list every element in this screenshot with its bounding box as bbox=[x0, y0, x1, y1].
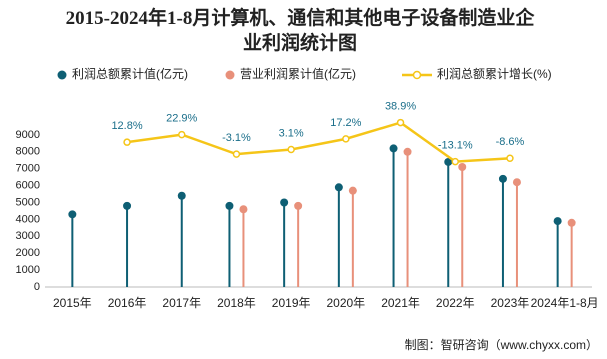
dot bbox=[567, 218, 576, 227]
legend-marker bbox=[412, 70, 422, 80]
line-marker bbox=[342, 135, 350, 143]
x-tick-label: 2020年 bbox=[326, 296, 365, 310]
source: 制图：智研咨询（www.chyxx.com） bbox=[405, 337, 598, 352]
line-marker bbox=[178, 130, 186, 139]
value-label: -13.1% bbox=[438, 140, 473, 152]
value-label: 22.9% bbox=[166, 113, 197, 125]
dot bbox=[177, 191, 186, 200]
line-marker bbox=[396, 118, 405, 127]
x-tick-label: 2021年 bbox=[381, 296, 420, 310]
x-tick-label: 2016年 bbox=[108, 296, 147, 310]
value-label: 12.8% bbox=[111, 120, 142, 132]
dot bbox=[458, 163, 467, 172]
legend-marker bbox=[57, 70, 67, 80]
y-tick-label: 3000 bbox=[16, 230, 40, 242]
dot bbox=[553, 217, 562, 226]
x-tick-label: 2018年 bbox=[217, 296, 256, 310]
line-marker bbox=[287, 145, 295, 154]
x-tick-label: 2022年 bbox=[436, 296, 475, 310]
dot bbox=[444, 157, 453, 166]
x-tick-label: 2017年 bbox=[162, 296, 201, 310]
dot bbox=[239, 205, 248, 214]
dot bbox=[123, 201, 132, 210]
y-tick-label: 6000 bbox=[16, 180, 40, 192]
dot bbox=[389, 144, 398, 153]
dot bbox=[294, 201, 303, 210]
line-marker bbox=[123, 138, 131, 146]
dot bbox=[498, 174, 507, 183]
line-marker bbox=[232, 150, 241, 158]
y-tick-label: 0 bbox=[34, 281, 40, 293]
dot bbox=[68, 210, 77, 219]
y-tick-label: 2000 bbox=[16, 247, 40, 259]
y-tick-label: 5000 bbox=[16, 196, 40, 208]
legend-marker bbox=[225, 70, 235, 80]
y-tick-label: 4000 bbox=[16, 213, 40, 225]
y-tick-label: 7000 bbox=[16, 163, 40, 175]
dot bbox=[403, 147, 412, 156]
legend-label: 利润总额累计值(亿元) bbox=[72, 66, 188, 81]
legend-label: 营业利润累计值(亿元) bbox=[240, 66, 356, 81]
chart-title: 2015-2024年1-8月计算机、通信和其他电子设备制造业企业利润统计图 bbox=[65, 8, 535, 54]
y-tick-label: 8000 bbox=[16, 146, 40, 158]
x-tick-label: 2019年 bbox=[272, 296, 311, 310]
x-tick-label: 2023年 bbox=[491, 296, 530, 310]
value-label: -8.6% bbox=[496, 136, 525, 148]
dot bbox=[512, 178, 521, 187]
x-tick-label: 2024年1-8月 bbox=[531, 296, 599, 310]
line-marker bbox=[506, 154, 514, 163]
line-marker bbox=[451, 157, 459, 166]
dot bbox=[225, 201, 234, 210]
dot bbox=[334, 183, 343, 192]
x-tick-label: 2015年 bbox=[53, 296, 92, 310]
legend-label: 利润总额累计增长(%) bbox=[437, 67, 552, 81]
y-tick-label: 1000 bbox=[16, 264, 40, 276]
y-tick-label: 9000 bbox=[16, 129, 40, 141]
value-label: -3.1% bbox=[222, 132, 251, 144]
value-label: 17.2% bbox=[330, 117, 361, 129]
growth-line bbox=[126, 121, 511, 163]
value-label: 38.9% bbox=[385, 100, 416, 112]
dot bbox=[280, 198, 289, 207]
value-label: 3.1% bbox=[279, 127, 304, 139]
dot bbox=[348, 186, 357, 195]
